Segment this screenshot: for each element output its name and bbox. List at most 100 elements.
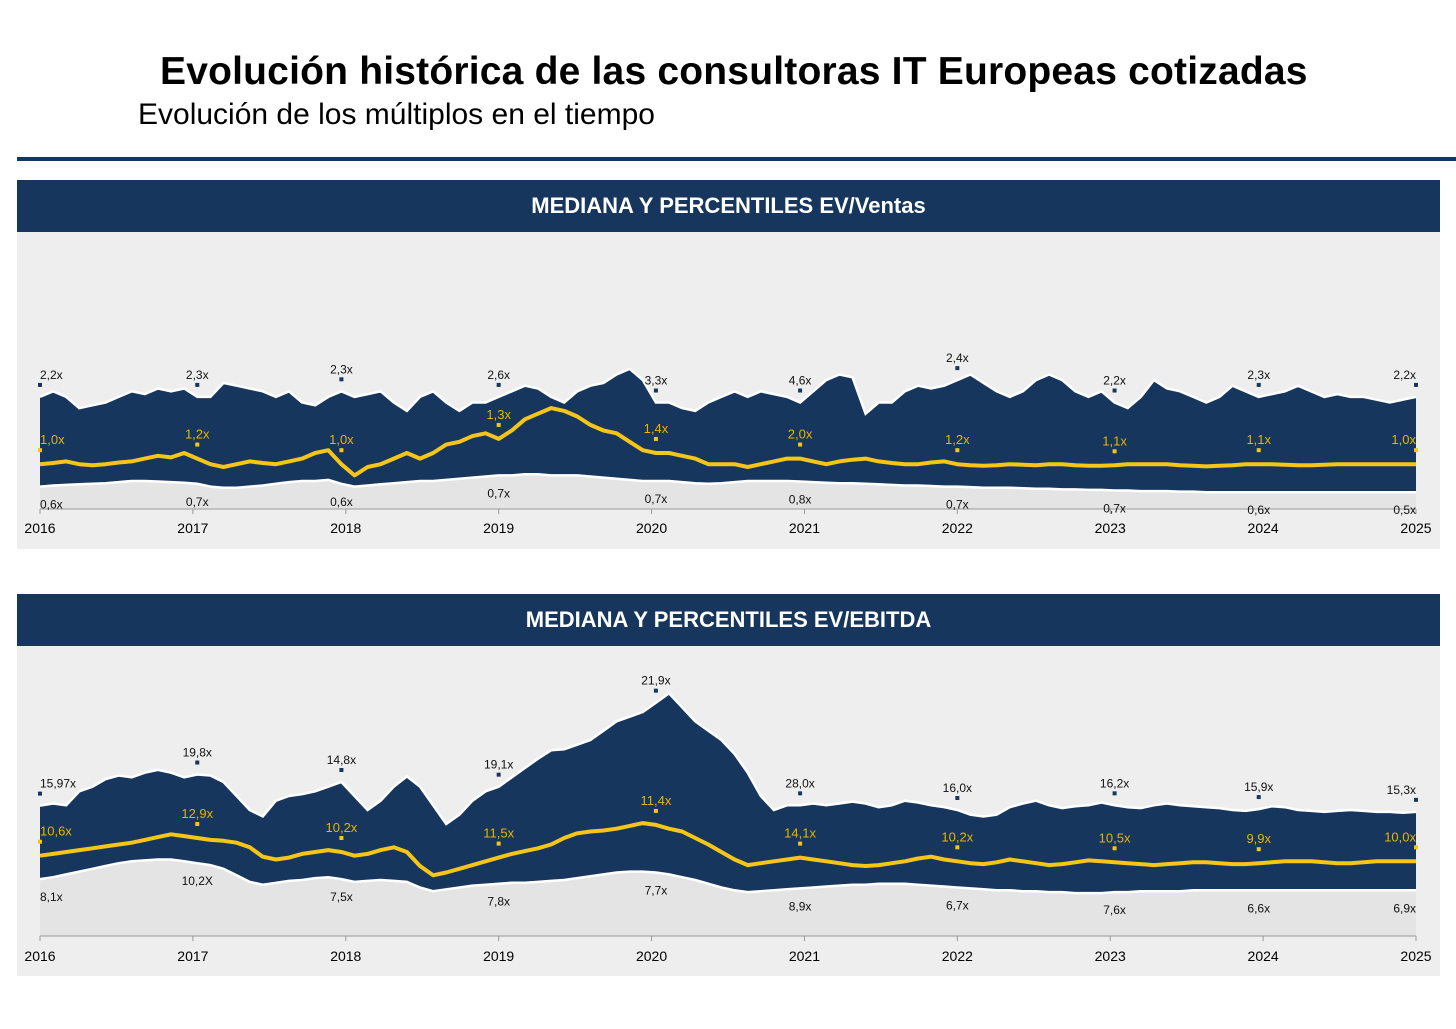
upper-marker bbox=[653, 388, 658, 393]
upper-marker bbox=[798, 388, 803, 393]
median-value-label: 1,0x bbox=[40, 432, 65, 447]
x-tick-label: 2017 bbox=[177, 520, 208, 536]
median-value-label: 11,4x bbox=[641, 793, 672, 808]
median-value-label: 1,1x bbox=[1246, 432, 1271, 447]
lower-percentile-band bbox=[40, 859, 1416, 936]
median-value-label: 1,0x bbox=[329, 432, 354, 447]
upper-value-label: 28,0x bbox=[785, 776, 814, 790]
percentile-range-area bbox=[40, 693, 1416, 894]
lower-value-label: 7,8x bbox=[487, 895, 510, 909]
upper-marker bbox=[955, 796, 960, 800]
lower-value-label: 0,6x bbox=[40, 498, 63, 512]
upper-value-label: 14,8x bbox=[327, 753, 356, 767]
median-marker bbox=[195, 442, 200, 447]
ev-ebitda-chart-title: MEDIANA Y PERCENTILES EV/EBITDA bbox=[17, 594, 1440, 646]
upper-marker bbox=[339, 377, 344, 382]
upper-marker bbox=[1414, 797, 1418, 802]
upper-marker bbox=[1414, 382, 1418, 387]
median-value-label: 9,9x bbox=[1246, 831, 1271, 846]
median-marker bbox=[653, 808, 658, 813]
median-value-label: 1,4x bbox=[644, 421, 669, 436]
upper-value-label: 16,0x bbox=[943, 781, 972, 795]
ev-ebitda-chart: 2016 2017 2018 2019 2020 2021 2022 2023 2024 2025… bbox=[24, 674, 1431, 964]
upper-value-label: 2,2x bbox=[1393, 368, 1416, 382]
ev-ebitda-chart-panel: MEDIANA Y PERCENTILES EV/EBITDA 2016 2017… bbox=[17, 594, 1440, 976]
median-value-label: 10,5x bbox=[1099, 830, 1131, 845]
upper-value-label: 21,9x bbox=[641, 674, 670, 688]
lower-value-label: 7,7x bbox=[645, 884, 668, 898]
upper-value-label: 19,8x bbox=[183, 746, 212, 760]
upper-value-label: 19,1x bbox=[484, 758, 513, 772]
x-tick-label: 2021 bbox=[789, 520, 820, 536]
median-marker bbox=[798, 841, 803, 846]
header-divider bbox=[17, 157, 1456, 161]
lower-value-label: 6,7x bbox=[946, 898, 969, 912]
median-marker bbox=[955, 845, 960, 850]
lower-value-label: 8,9x bbox=[789, 899, 812, 913]
upper-value-label: 2,6x bbox=[487, 368, 510, 382]
upper-value-label: 15,97x bbox=[40, 777, 76, 791]
upper-value-label: 15,3x bbox=[1387, 783, 1416, 797]
upper-marker bbox=[195, 382, 200, 387]
x-tick-label: 2021 bbox=[789, 948, 820, 964]
lower-value-label: 0,7x bbox=[487, 486, 510, 500]
median-marker bbox=[496, 841, 501, 846]
upper-marker bbox=[955, 366, 960, 371]
median-marker bbox=[496, 422, 501, 427]
ev-sales-chart-panel: MEDIANA Y PERCENTILES EV/Ventas 2016 2017… bbox=[17, 180, 1440, 549]
upper-value-label: 4,6x bbox=[789, 374, 812, 388]
page-subtitle: Evolución de los múltiplos en el tiempo bbox=[138, 98, 655, 131]
x-tick-label: 2022 bbox=[942, 520, 973, 536]
x-tick-label: 2020 bbox=[636, 948, 667, 964]
upper-value-label: 2,3x bbox=[1247, 368, 1270, 382]
lower-value-label: 8,1x bbox=[40, 890, 63, 904]
upper-marker bbox=[1112, 791, 1117, 796]
median-value-label: 2,0x bbox=[788, 427, 813, 442]
x-tick-label: 2022 bbox=[942, 948, 973, 964]
x-tick-label: 2023 bbox=[1095, 520, 1126, 536]
median-value-label: 14,1x bbox=[784, 826, 816, 841]
page-title: Evolución histórica de las consultoras I… bbox=[160, 50, 1308, 93]
lower-value-label: 6,9x bbox=[1393, 901, 1416, 915]
median-value-label: 10,2x bbox=[941, 829, 973, 844]
median-marker bbox=[798, 442, 803, 447]
median-value-label: 1,2x bbox=[185, 427, 210, 442]
median-marker bbox=[339, 836, 344, 840]
ev-sales-chart-title: MEDIANA Y PERCENTILES EV/Ventas bbox=[17, 180, 1440, 232]
median-value-label: 10,2x bbox=[326, 820, 358, 835]
x-tick-label: 2024 bbox=[1248, 948, 1279, 964]
x-tick-label: 2020 bbox=[636, 520, 667, 536]
x-tick-label: 2016 bbox=[24, 948, 55, 964]
median-value-label: 1,0x bbox=[1391, 432, 1416, 447]
median-marker bbox=[1256, 448, 1261, 453]
upper-marker bbox=[1256, 382, 1261, 387]
x-tick-label: 2023 bbox=[1095, 948, 1126, 964]
x-tick-label: 2018 bbox=[330, 948, 361, 964]
median-marker bbox=[38, 448, 42, 453]
lower-value-label: 0,5x bbox=[1393, 503, 1416, 517]
median-marker bbox=[1414, 448, 1418, 453]
median-marker bbox=[1414, 845, 1418, 850]
lower-value-label: 0,7x bbox=[645, 492, 668, 506]
median-marker bbox=[1256, 847, 1261, 852]
median-value-label: 1,2x bbox=[945, 432, 970, 447]
x-tick-label: 2019 bbox=[483, 520, 514, 536]
median-value-label: 10,0x bbox=[1384, 829, 1416, 844]
x-tick-label: 2024 bbox=[1248, 520, 1279, 536]
median-value-label: 10,6x bbox=[40, 824, 72, 839]
lower-value-label: 0,7x bbox=[186, 495, 209, 509]
x-tick-label: 2019 bbox=[483, 948, 514, 964]
lower-percentile-band bbox=[40, 474, 1416, 509]
upper-value-label: 2,2x bbox=[1103, 374, 1126, 388]
median-value-label: 1,3x bbox=[486, 407, 511, 422]
lower-value-label: 0,7x bbox=[1103, 502, 1126, 516]
upper-marker bbox=[1112, 388, 1117, 393]
upper-value-label: 15,9x bbox=[1244, 780, 1273, 794]
median-marker bbox=[38, 839, 42, 844]
median-marker bbox=[955, 448, 960, 453]
upper-marker bbox=[653, 688, 658, 693]
upper-value-label: 2,3x bbox=[330, 362, 353, 376]
upper-percentile-line bbox=[39, 367, 1417, 416]
median-value-label: 11,5x bbox=[483, 826, 514, 841]
upper-value-label: 16,2x bbox=[1100, 776, 1129, 790]
